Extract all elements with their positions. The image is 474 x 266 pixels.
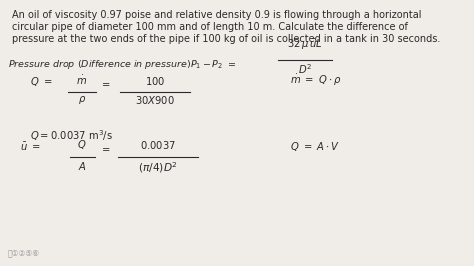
Text: $\rho$: $\rho$: [78, 94, 86, 106]
Text: $=$: $=$: [100, 143, 111, 153]
Text: $=$: $=$: [100, 78, 111, 88]
Text: $Q = 0.0037\ \mathrm{m^3/s}$: $Q = 0.0037\ \mathrm{m^3/s}$: [30, 128, 113, 143]
Text: $30X900$: $30X900$: [135, 94, 175, 106]
Text: $100$: $100$: [145, 75, 165, 87]
Text: $0.0037$: $0.0037$: [140, 139, 176, 151]
Text: $Q\ =$: $Q\ =$: [30, 75, 53, 88]
Text: $Q\ =\ A\cdot V$: $Q\ =\ A\cdot V$: [290, 140, 340, 153]
Text: $Q$: $Q$: [77, 138, 87, 151]
Text: circular pipe of diameter 100 mm and of length 10 m. Calculate the difference of: circular pipe of diameter 100 mm and of …: [12, 22, 408, 32]
Text: $\bar{u}\ =$: $\bar{u}\ =$: [20, 141, 41, 153]
Text: $\dot{m}\ =\ Q\cdot\rho$: $\dot{m}\ =\ Q\cdot\rho$: [290, 73, 342, 88]
Text: ⓪①②⑤⑥: ⓪①②⑤⑥: [8, 248, 40, 257]
Text: $32\,\mu\,\bar{u}L$: $32\,\mu\,\bar{u}L$: [287, 38, 323, 52]
Text: $A$: $A$: [78, 160, 86, 172]
Text: An oil of viscosity 0.97 poise and relative density 0.9 is flowing through a hor: An oil of viscosity 0.97 poise and relat…: [12, 10, 421, 20]
Text: $(\pi/4)D^2$: $(\pi/4)D^2$: [138, 160, 178, 175]
Text: $\it{Pressure\ drop\ (Difference\ in\ pressure)P_1 - P_2}$$\ =$: $\it{Pressure\ drop\ (Difference\ in\ pr…: [8, 58, 236, 71]
Text: $D^2$: $D^2$: [298, 62, 312, 76]
Text: $\dot{m}$: $\dot{m}$: [76, 74, 88, 87]
Text: pressure at the two ends of the pipe if 100 kg of oil is collected in a tank in : pressure at the two ends of the pipe if …: [12, 34, 440, 44]
